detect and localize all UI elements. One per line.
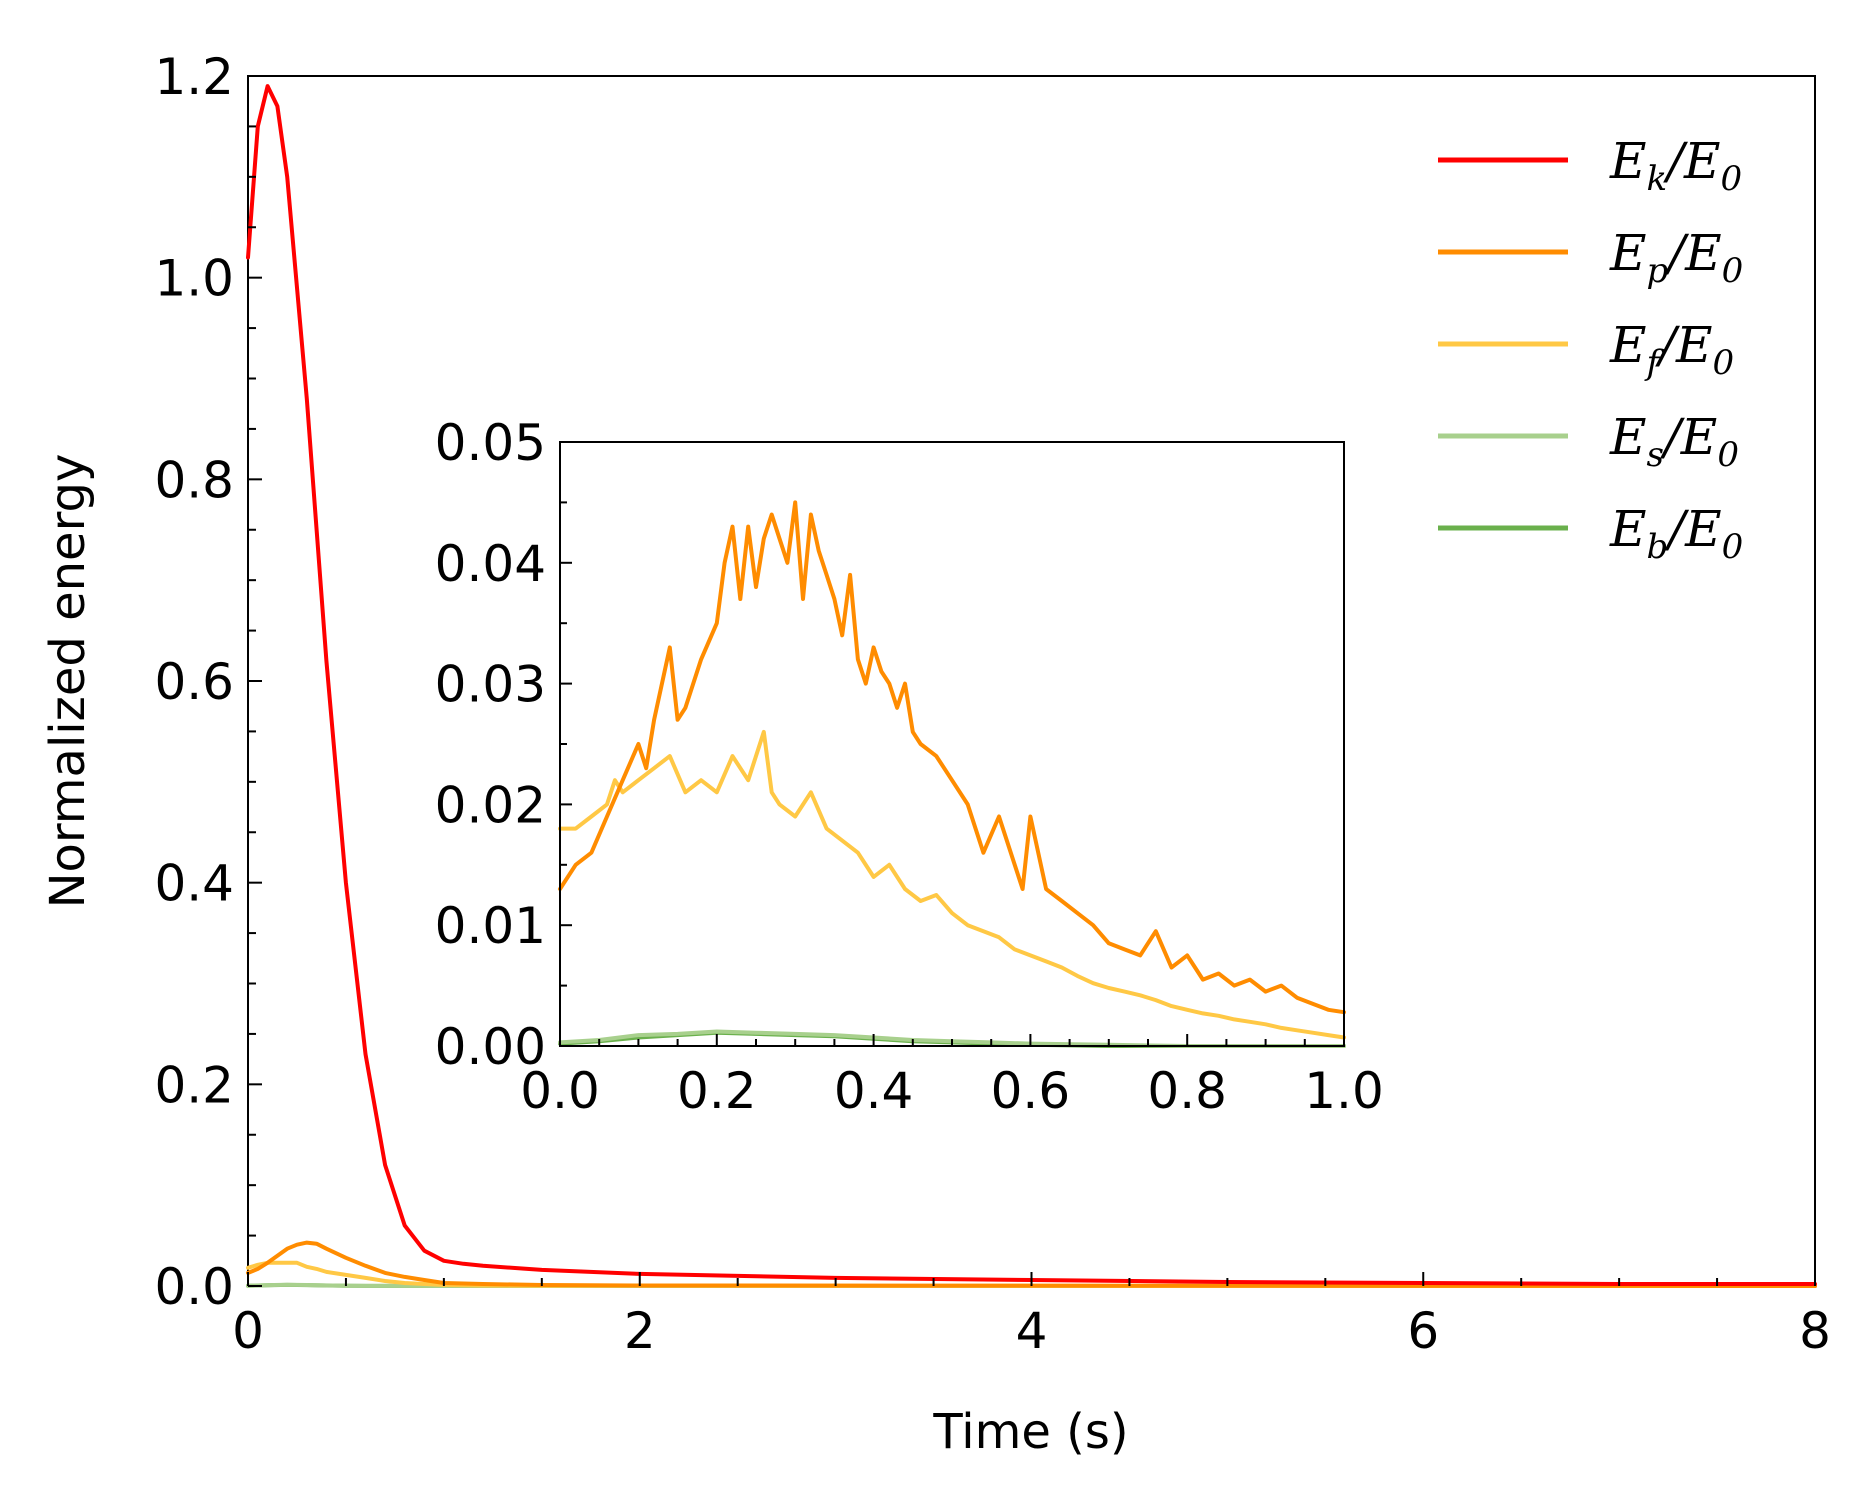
inset-x-tick-label: 1.0 [1304, 1062, 1384, 1120]
legend-label-main: E [1609, 132, 1647, 190]
inset-x-tick-label: 0.4 [834, 1062, 914, 1120]
inset-y-tick-label: 0.01 [435, 897, 546, 955]
legend-label-sub: s [1647, 435, 1664, 475]
legend-label-main: E [1609, 500, 1647, 558]
main-plot: 0 2 4 6 8 0.0 0.2 0.4 0.6 0.8 1.0 1.2 Time (s) Norm… [40, 48, 1831, 1460]
main-y-tick-label: 0.8 [154, 451, 234, 509]
inset-x-tick-label: 0.6 [991, 1062, 1071, 1120]
legend-label-rest: /E [1655, 316, 1712, 374]
inset-y-tick-label: 0.05 [435, 414, 546, 472]
legend-label-eb: Eb/E0 [1609, 500, 1743, 567]
main-series-ep-line [246, 1240, 1817, 1288]
main-x-tick-label: 8 [1799, 1302, 1831, 1360]
legend-item-ep: Ep/E0 [1438, 224, 1743, 291]
inset-y-tick-label: 0.04 [435, 535, 546, 593]
main-x-tick-label: 6 [1407, 1302, 1439, 1360]
main-y-tick-label: 1.2 [154, 48, 234, 106]
inset-plot: 0.0 0.2 0.4 0.6 0.8 1.0 0.00 0.01 0.02 0.03 0.04 0.… [435, 414, 1384, 1120]
inset-y-tick-label: 0.03 [435, 656, 546, 714]
main-y-tick-label: 1.0 [154, 250, 234, 308]
inset-y-tick-label: 0.02 [435, 776, 546, 834]
main-x-tick-label: 2 [624, 1302, 656, 1360]
legend-label-rest: /E [1664, 224, 1721, 282]
main-series-es-line [246, 1282, 1817, 1288]
legend-label-ep: Ep/E0 [1609, 224, 1743, 291]
inset-x-tick-label: 0.8 [1147, 1062, 1227, 1120]
main-y-tick-label: 0.2 [154, 1056, 234, 1114]
main-x-tick-label: 0 [232, 1302, 264, 1360]
x-axis-title: Time (s) [932, 1404, 1128, 1460]
main-ticks-group: 0 2 4 6 8 0.0 0.2 0.4 0.6 0.8 1.0 1.2 [154, 48, 1830, 1360]
main-y-tick-label: 0.6 [154, 653, 234, 711]
legend-item-es: Es/E0 [1438, 408, 1739, 475]
legend-item-ef: Ef/E0 [1438, 316, 1734, 383]
legend-label-sub: p [1647, 251, 1669, 291]
legend-label-sub: b [1647, 527, 1669, 567]
main-y-tick-label: 0.0 [154, 1258, 234, 1316]
main-series-group [246, 84, 1817, 1288]
y-axis-title: Normalized energy [40, 454, 96, 909]
main-series-ek-line [246, 84, 1817, 1286]
inset-series-ef-line [558, 729, 1346, 1040]
legend-label-main: E [1609, 316, 1647, 374]
inset-background [560, 442, 1344, 1046]
inset-ticks-group: 0.0 0.2 0.4 0.6 0.8 1.0 0.00 0.01 0.02 0.03 0.04 0.… [435, 414, 1384, 1120]
main-y-tick-label: 0.4 [154, 855, 234, 913]
legend-label-rest-sub: 0 [1722, 527, 1744, 567]
main-x-tick-label: 4 [1016, 1302, 1048, 1360]
legend-label-ek: Ek/E0 [1609, 132, 1742, 199]
legend-label-rest-sub: 0 [1720, 159, 1742, 199]
legend-label-rest: /E [1660, 408, 1717, 466]
legend-label-rest: /E [1663, 132, 1720, 190]
legend-label-sub: k [1647, 159, 1668, 199]
inset-y-tick-label: 0.00 [435, 1018, 546, 1076]
inset-series-ep-line [558, 500, 1346, 1015]
legend-label-es: Es/E0 [1609, 408, 1739, 475]
legend-label-main: E [1609, 224, 1647, 282]
legend-item-eb: Eb/E0 [1438, 500, 1743, 567]
legend-label-rest-sub: 0 [1712, 343, 1734, 383]
legend-label-rest-sub: 0 [1717, 435, 1739, 475]
inset-x-tick-label: 0.0 [520, 1062, 600, 1120]
legend-label-ef: Ef/E0 [1609, 316, 1734, 383]
inset-x-tick-label: 0.2 [677, 1062, 757, 1120]
legend-label-main: E [1609, 408, 1647, 466]
legend-label-rest-sub: 0 [1722, 251, 1744, 291]
legend-label-rest: /E [1664, 500, 1721, 558]
legend-item-ek: Ek/E0 [1438, 132, 1742, 199]
